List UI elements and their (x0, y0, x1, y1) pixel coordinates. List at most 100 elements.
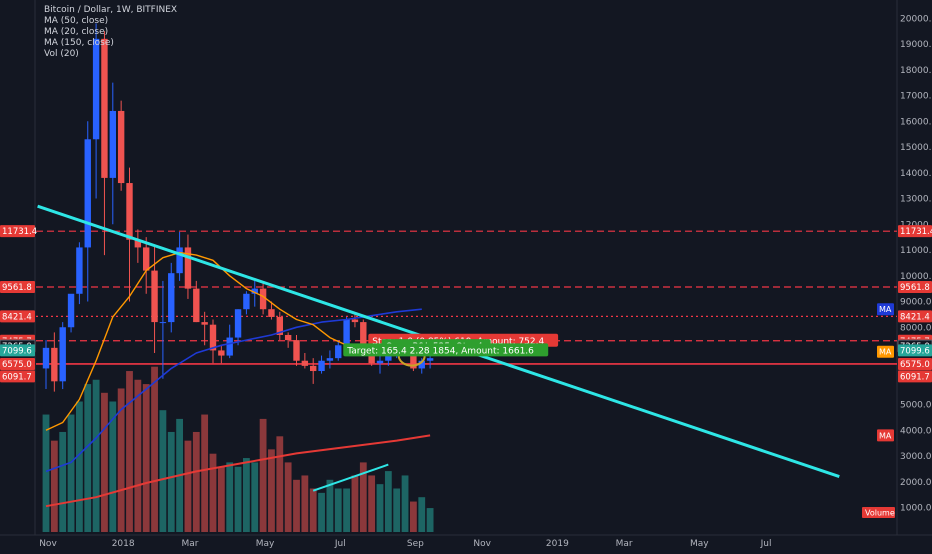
x-tick-label: Jul (760, 539, 772, 549)
volume-bar (151, 366, 158, 532)
time-axis[interactable]: Nov 2018 Mar May Jul Sep Nov 2019 Mar May Jul (39, 539, 771, 549)
volume-bar (276, 436, 284, 532)
volume-bar (126, 371, 133, 532)
candle-body (59, 327, 66, 382)
candle-body (385, 353, 392, 361)
indicator-volume[interactable]: Vol (20) (44, 49, 79, 59)
ma-badge-label: MA (879, 431, 892, 440)
candle-body (42, 347, 50, 369)
candle-body (143, 247, 150, 271)
candle-body (201, 322, 208, 325)
y-tick-label: 3000.0 (900, 452, 932, 462)
price-tag-right[interactable] (898, 357, 932, 370)
chart-title: Bitcoin / Dollar, 1W, BITFINEX (44, 5, 178, 15)
x-tick-label: 2018 (112, 539, 135, 549)
price-tag-left (0, 357, 35, 370)
candle-body (101, 38, 108, 178)
volume-bar (334, 488, 342, 532)
price-tag-left-label: 6091.7 (2, 372, 32, 382)
x-tick-label: 2019 (546, 539, 569, 549)
indicator-ma20[interactable]: MA (20, close) (44, 27, 109, 37)
candle-body (226, 337, 233, 356)
volume-bar (92, 379, 100, 532)
price-tag-right[interactable] (898, 344, 932, 357)
candle-body (276, 316, 283, 335)
price-tag-right[interactable] (898, 281, 932, 294)
y-tick-label: 17000.0 (900, 92, 932, 102)
volume-bar (67, 414, 75, 532)
candle-body (51, 347, 58, 382)
y-tick-label: 19000.0 (900, 40, 932, 50)
y-tick-label: 15000.0 (900, 143, 932, 153)
candle-body (117, 110, 125, 184)
volume-bar (42, 414, 50, 532)
price-tag-left-label: 9561.8 (2, 283, 32, 293)
price-axis[interactable]: 1000.02000.03000.04000.05000.06000.07000… (862, 14, 932, 518)
price-tag-right-label: 6091.7 (900, 372, 930, 382)
y-tick-label: 1000.0 (900, 504, 932, 514)
volume-bar (159, 410, 167, 532)
candle-body (159, 322, 167, 324)
volume-trendline (312, 463, 389, 492)
ma-badge[interactable] (877, 345, 894, 358)
volume-bar (426, 508, 434, 532)
trade-label-box[interactable] (343, 343, 549, 357)
volume-bar (134, 379, 142, 532)
y-tick-label: 10000.0 (900, 272, 932, 282)
candle-body (335, 345, 342, 359)
candle-body (418, 360, 425, 369)
candle-body (293, 340, 300, 361)
price-axis-left: 11731.49561.88421.47475.77326.97265.0709… (0, 225, 37, 383)
volume-bar (301, 475, 309, 532)
candle-body (410, 345, 417, 369)
volume-bar (410, 501, 417, 532)
price-tag-left (0, 370, 35, 383)
candle-body (176, 247, 183, 274)
candle-body (76, 247, 83, 294)
indicator-ma150[interactable]: MA (150, close) (44, 38, 114, 48)
price-tag-right[interactable] (898, 310, 932, 323)
volume-bar (184, 440, 192, 532)
volume-bars (42, 366, 434, 532)
ma-badge[interactable] (877, 303, 894, 316)
price-tag-left-label: 8421.4 (2, 312, 32, 322)
price-tag-right-label: 7099.6 (900, 346, 930, 356)
volume-bar (243, 458, 250, 532)
candle-body (84, 139, 91, 248)
ma-badge[interactable] (877, 429, 894, 442)
volume-bar (117, 388, 125, 532)
volume-bar (268, 449, 275, 532)
price-tag-right[interactable] (898, 225, 932, 238)
volume-bar (109, 401, 117, 532)
y-tick-label: 2000.0 (900, 478, 932, 488)
candle-body (360, 322, 367, 348)
candle-body (92, 38, 100, 140)
x-tick-label: Nov (473, 539, 491, 549)
indicator-ma50[interactable]: MA (50, close) (44, 16, 109, 26)
y-tick-label: 9000.0 (900, 298, 932, 308)
candle-body (67, 293, 75, 328)
y-tick-label: 18000.0 (900, 66, 932, 76)
volume-bar (209, 453, 217, 532)
y-tick-label: 14000.0 (900, 169, 932, 179)
trade-labels[interactable]: Stop: 1 0 (0.85%) 619, Amount: 752.4Open… (343, 333, 559, 357)
candle-body (301, 360, 309, 366)
price-tag-left (0, 225, 35, 238)
volume-bar (84, 384, 92, 532)
volume-bar (359, 462, 367, 532)
price-tag-right[interactable] (898, 370, 932, 383)
volume-bar (101, 392, 108, 532)
price-tag-left-label: 11731.4 (2, 227, 37, 237)
volume-bar (259, 418, 267, 532)
volume-bar (351, 475, 359, 532)
volume-bar (401, 475, 409, 532)
candle-body (218, 350, 225, 356)
candle-body (209, 324, 217, 351)
x-tick-label: Nov (39, 539, 57, 549)
candle-body (184, 247, 192, 289)
ma-badge-label: MA (879, 305, 892, 314)
y-tick-label: 20000.0 (900, 14, 932, 24)
volume-badge[interactable] (862, 507, 895, 518)
